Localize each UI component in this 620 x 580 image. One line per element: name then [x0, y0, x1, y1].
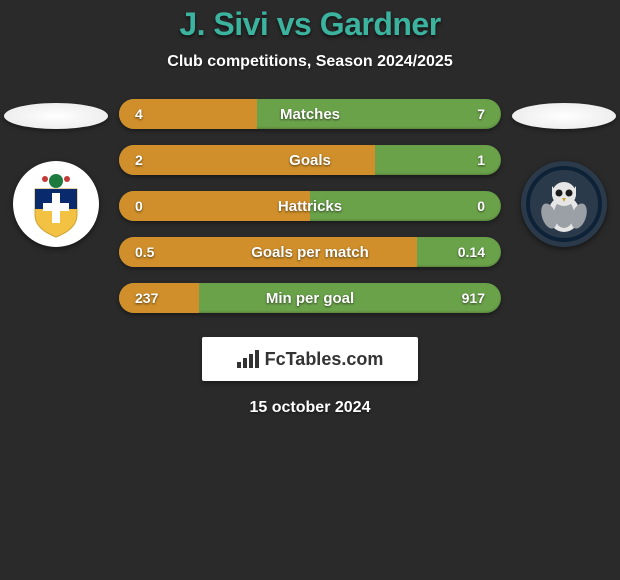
date-text: 15 october 2024 — [250, 399, 371, 417]
stat-left-value: 4 — [135, 106, 143, 122]
stat-right-value: 917 — [462, 290, 485, 306]
bar-chart-icon — [237, 350, 259, 368]
stat-label: Goals — [289, 152, 331, 169]
owl-crest-icon — [526, 166, 602, 242]
stats-column: 4 Matches 7 2 Goals 1 0 Hattricks 0 0.5 Goals per … — [119, 99, 501, 313]
stat-right-value: 7 — [477, 106, 485, 122]
stat-bar: 2 Goals 1 — [119, 145, 501, 175]
page-title: J. Sivi vs Gardner — [179, 6, 440, 43]
stat-right-value: 1 — [477, 152, 485, 168]
stat-label: Goals per match — [251, 244, 369, 261]
stat-left-fill — [119, 145, 375, 175]
stat-bar: 0 Hattricks 0 — [119, 191, 501, 221]
stat-left-value: 2 — [135, 152, 143, 168]
stat-right-value: 0.14 — [458, 244, 485, 260]
right-player-placeholder — [512, 103, 616, 129]
comparison-card: J. Sivi vs Gardner Club competitions, Se… — [0, 0, 620, 580]
left-team-crest — [13, 161, 99, 247]
subtitle-text: Club competitions, Season 2024/2025 — [167, 53, 452, 71]
brand-text: FcTables.com — [265, 349, 384, 370]
stat-label: Min per goal — [266, 290, 354, 307]
stat-left-value: 0.5 — [135, 244, 154, 260]
stat-left-value: 237 — [135, 290, 158, 306]
stat-right-value: 0 — [477, 198, 485, 214]
stat-bar: 0.5 Goals per match 0.14 — [119, 237, 501, 267]
left-player-placeholder — [4, 103, 108, 129]
stat-label: Matches — [280, 106, 340, 123]
right-team-crest — [521, 161, 607, 247]
stat-label: Hattricks — [278, 198, 342, 215]
stat-left-value: 0 — [135, 198, 143, 214]
left-side-column — [1, 99, 111, 247]
shield-icon — [25, 169, 87, 239]
right-side-column — [509, 99, 619, 247]
main-row: 4 Matches 7 2 Goals 1 0 Hattricks 0 0.5 Goals per … — [0, 99, 620, 313]
stat-left-fill — [119, 283, 199, 313]
stat-bar: 237 Min per goal 917 — [119, 283, 501, 313]
brand-badge[interactable]: FcTables.com — [202, 337, 418, 381]
stat-bar: 4 Matches 7 — [119, 99, 501, 129]
